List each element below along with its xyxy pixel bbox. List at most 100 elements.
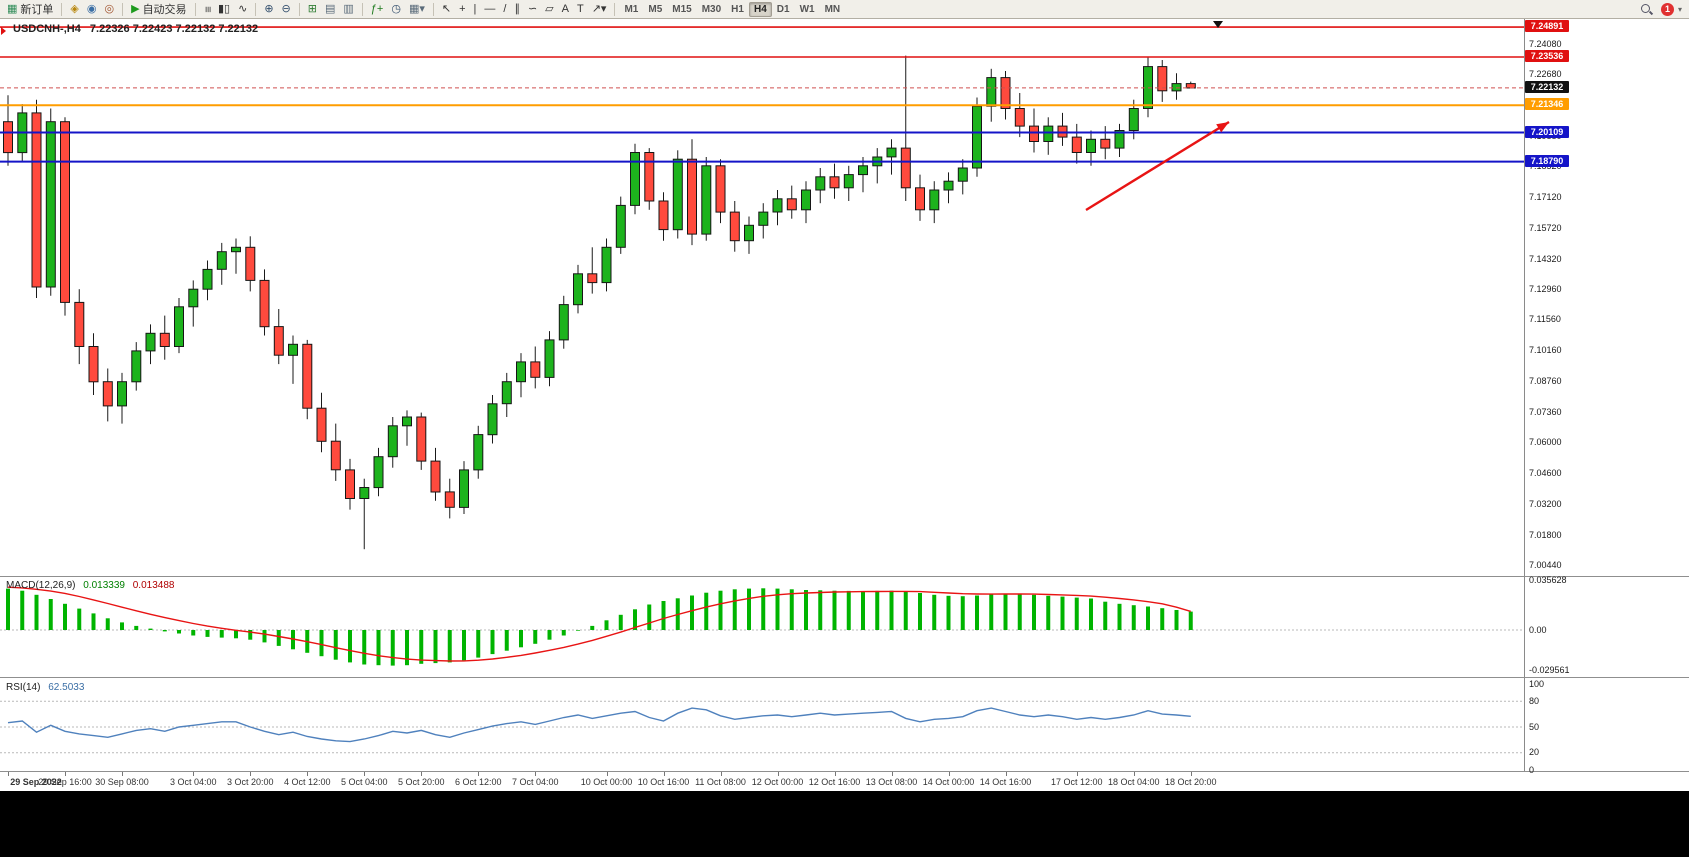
candle: [516, 361, 526, 383]
symbol-period-label: USDCNH-,H4: [13, 23, 81, 35]
timeframe-h4[interactable]: H4: [748, 1, 772, 17]
navigator-icon[interactable]: ▥: [339, 1, 357, 17]
timeframe-m5[interactable]: M5: [648, 3, 663, 15]
candle: [573, 273, 583, 306]
toolbar-separator: [194, 2, 196, 16]
new-order-button[interactable]: ▦ 新订单: [3, 1, 57, 17]
toolbar-buttons: ▦ 新订单 ◈ ◉ ◎ ▶ 自动交易 ≡ ▮▯ ∿ ⊕ ⊖ ⊞ ▤ ▥ ƒ+ ◷ ▦▾ ↖ + | — / ∥ ∽ ▱ A T ↗▾ M1…: [3, 0, 845, 18]
chart-shift-marker[interactable]: [1213, 21, 1223, 28]
candle: [701, 165, 712, 235]
time-tick: [122, 772, 123, 776]
arrows-icon[interactable]: ↗▾: [588, 1, 611, 17]
macd-main-value: 0.013339: [83, 580, 125, 591]
candle: [729, 211, 740, 242]
candlestick-chart-icon[interactable]: ▮▯: [214, 1, 234, 17]
tile-windows-icon[interactable]: ⊞: [304, 1, 321, 17]
timeframe-m1[interactable]: M1: [624, 3, 639, 15]
zoom-out-icon[interactable]: ⊖: [278, 1, 295, 17]
candle: [345, 469, 355, 499]
main-chart-canvas[interactable]: [0, 19, 1689, 577]
label-icon[interactable]: T: [573, 1, 588, 17]
text-icon-icon: A: [561, 2, 569, 15]
new-order-button-label: 新订单: [20, 4, 54, 16]
bar-chart-icon[interactable]: ≡: [200, 1, 214, 17]
time-tick: [193, 772, 195, 776]
support-icon-icon: ◎: [104, 2, 115, 15]
candle: [972, 105, 982, 169]
line-chart-icon-icon: ∿: [238, 2, 248, 15]
macd-canvas[interactable]: [0, 577, 1689, 677]
candle: [786, 198, 797, 211]
macd-signal-line: [7, 586, 1191, 662]
candle: [758, 211, 769, 226]
panel-splitter-rsi[interactable]: [0, 677, 1689, 678]
vertical-line-icon[interactable]: |: [470, 1, 481, 17]
autotrading-button[interactable]: ▶ 自动交易: [127, 1, 190, 17]
indicators-icon[interactable]: ƒ+: [367, 1, 388, 17]
timeframe-d1[interactable]: D1: [776, 3, 790, 15]
text-icon[interactable]: A: [558, 1, 573, 17]
notifications-badge[interactable]: 1: [1660, 2, 1674, 16]
candle: [131, 350, 142, 383]
candle: [1014, 108, 1025, 127]
candle: [231, 246, 241, 253]
zoom-out-icon-icon: ⊖: [281, 2, 291, 15]
sound-icon[interactable]: ◉: [83, 1, 101, 17]
timeframe-m15[interactable]: M15: [672, 3, 692, 15]
time-label: 29 Sep 16:00: [38, 777, 92, 787]
cursor-icon[interactable]: ↖: [438, 1, 455, 17]
timeframe-mn[interactable]: MN: [824, 3, 841, 15]
timeframe-w1[interactable]: W1: [799, 3, 815, 15]
toolbox-icon[interactable]: ◈: [66, 1, 82, 17]
crosshair-icon-icon: +: [459, 2, 466, 15]
candle: [929, 189, 940, 211]
candle: [986, 77, 997, 107]
horizontal-line-icon-icon: —: [484, 2, 496, 15]
cursor-icon-icon: ↖: [441, 2, 452, 15]
toolbox-icon-icon: ◈: [70, 2, 79, 15]
candle: [672, 158, 683, 231]
candle: [544, 339, 555, 378]
fibonacci-icon[interactable]: ∽: [524, 1, 541, 17]
price-axis[interactable]: [1524, 19, 1689, 772]
candle: [1171, 83, 1182, 92]
candle: [1157, 66, 1168, 92]
time-tick: [720, 772, 722, 776]
time-label: 10 Oct 00:00: [580, 777, 633, 787]
line-chart-icon[interactable]: ∿: [234, 1, 251, 17]
candle: [829, 176, 840, 189]
templates-icon[interactable]: ▦▾: [405, 1, 429, 17]
candle: [772, 198, 783, 213]
timeframe-h1[interactable]: H1: [731, 3, 744, 15]
trend-arrow-head: [1216, 122, 1229, 133]
candle: [915, 187, 925, 211]
templates-icon-icon: ▦▾: [408, 2, 425, 15]
time-axis[interactable]: 29 Sep 2022 29 Sep 16:00 30 Sep 08:00 3 Oct…: [0, 772, 1689, 791]
macd-label: MACD(12,26,9) 0.013339 0.013488: [6, 580, 174, 591]
bottom-black-area: [0, 791, 1689, 857]
trend-arrow[interactable]: [1085, 120, 1230, 212]
zoom-in-icon[interactable]: ⊕: [260, 1, 277, 17]
tile-windows-icon-icon: ⊞: [307, 2, 317, 15]
shapes-icon[interactable]: ▱: [541, 1, 557, 17]
data-window-icon[interactable]: ▤: [321, 1, 339, 17]
bar-chart-icon-icon: ≡: [201, 5, 214, 13]
horizontal-line-icon[interactable]: —: [480, 1, 499, 17]
support-icon[interactable]: ◎: [100, 1, 118, 17]
search-button[interactable]: [1636, 1, 1657, 17]
candle: [943, 180, 954, 191]
rsi-canvas[interactable]: [0, 678, 1689, 771]
data-window-icon-icon: ▤: [324, 2, 336, 15]
candle: [430, 460, 441, 493]
timeframe-m30[interactable]: M30: [701, 3, 722, 15]
candle: [1128, 108, 1139, 131]
channel-icon[interactable]: ∥: [510, 1, 524, 17]
panel-splitter-macd[interactable]: [0, 576, 1689, 577]
crosshair-icon[interactable]: +: [455, 1, 469, 17]
period-icon[interactable]: ◷: [387, 1, 405, 17]
trendline-icon-icon: /: [503, 2, 507, 15]
candle: [601, 246, 612, 284]
trendline-icon[interactable]: /: [499, 1, 510, 17]
chevron-down-icon[interactable]: ▾: [1677, 4, 1682, 14]
candlestick-chart-icon-icon: ▮▯: [217, 2, 231, 15]
